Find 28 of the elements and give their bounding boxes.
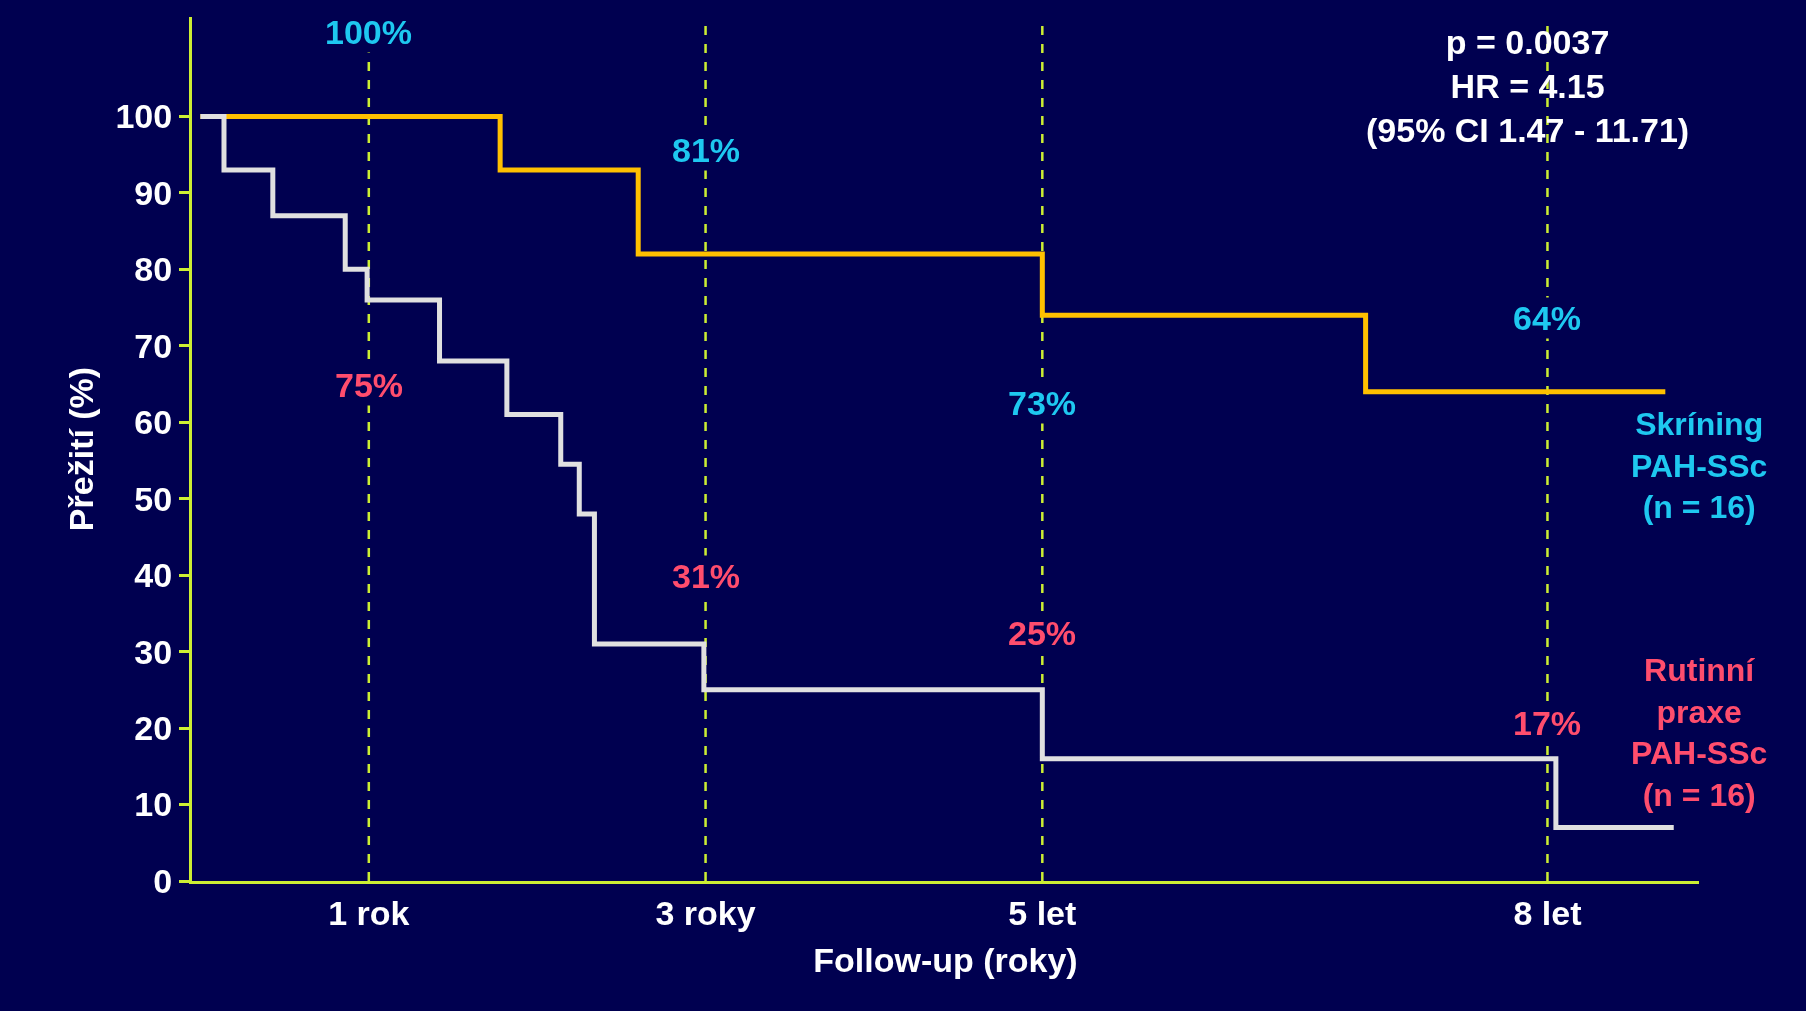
annotation: 73% bbox=[1008, 384, 1077, 422]
x-tick-label: 1 rok bbox=[328, 893, 410, 932]
annotation: 100% bbox=[325, 13, 412, 51]
y-tick-label: 90 bbox=[134, 173, 173, 212]
y-tick-label: 80 bbox=[134, 250, 173, 289]
y-tick-label: 100 bbox=[115, 97, 173, 136]
y-tick-label: 40 bbox=[134, 556, 173, 595]
x-tick-label: 5 let bbox=[1008, 893, 1077, 932]
annotation: 31% bbox=[672, 557, 741, 595]
x-tick-label: 8 let bbox=[1513, 893, 1582, 932]
annotation: 81% bbox=[672, 131, 741, 169]
series-label: Rutinní praxe PAH-SSc (n = 16) bbox=[1631, 652, 1768, 813]
annotation: 64% bbox=[1513, 299, 1582, 337]
annotation: 25% bbox=[1008, 614, 1077, 652]
y-tick-label: 20 bbox=[134, 708, 173, 747]
y-tick-label: 70 bbox=[134, 326, 173, 365]
annotation: 17% bbox=[1513, 704, 1582, 742]
y-tick-label: 30 bbox=[134, 632, 173, 671]
y-axis-title: Přežití (%) bbox=[62, 366, 101, 532]
y-tick-label: 10 bbox=[134, 785, 173, 824]
annotation: 75% bbox=[335, 366, 404, 404]
y-tick-label: 50 bbox=[134, 479, 173, 518]
x-tick-label: 3 roky bbox=[655, 893, 756, 932]
y-tick-label: 0 bbox=[153, 861, 173, 900]
series-label: Skríning PAH-SSc (n = 16) bbox=[1631, 406, 1768, 526]
x-axis-title: Follow-up (roky) bbox=[813, 941, 1078, 980]
y-tick-label: 60 bbox=[134, 403, 173, 442]
annotation: p = 0.0037 HR = 4.15 (95% CI 1.47 - 11.71) bbox=[1366, 23, 1690, 150]
